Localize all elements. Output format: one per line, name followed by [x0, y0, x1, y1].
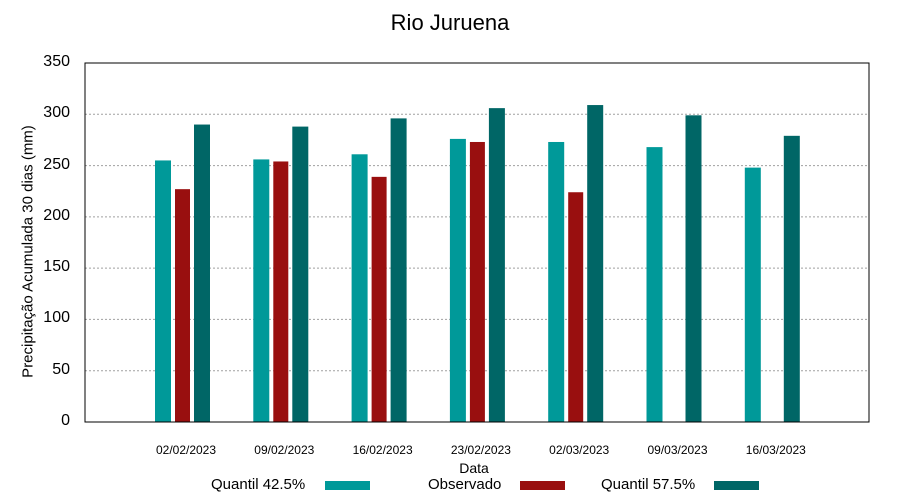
axis-frame — [84, 62, 870, 423]
chart-title: Rio Juruena — [390, 10, 510, 35]
x-tick-label: 23/02/2023 — [450, 443, 511, 457]
bar — [175, 189, 190, 422]
x-tick-label: 09/02/2023 — [254, 443, 315, 457]
x-axis-label: Data — [459, 460, 489, 476]
y-tick-label: 350 — [43, 53, 70, 70]
y-tick-label: 50 — [52, 360, 70, 378]
bar — [351, 154, 368, 422]
y-tick-label: 150 — [43, 258, 70, 276]
legend-swatch-q575 — [714, 481, 759, 490]
x-tick-label: 02/03/2023 — [549, 443, 610, 457]
bar — [646, 147, 663, 422]
x-tick-label: 09/03/2023 — [647, 443, 708, 457]
bar — [194, 124, 210, 423]
bar — [449, 138, 466, 422]
legend-label-observado: Observado — [428, 476, 502, 493]
bar — [548, 141, 565, 423]
legend-swatch-observado — [520, 481, 565, 490]
y-tick-label: 200 — [43, 206, 70, 224]
bar — [155, 160, 171, 422]
x-tick-label: 02/02/2023 — [155, 443, 217, 457]
bar — [253, 159, 270, 422]
y-tick-label: 250 — [43, 155, 70, 173]
bar — [783, 135, 800, 422]
bar — [685, 115, 702, 422]
y-tick-label: 100 — [43, 309, 70, 327]
x-tick-label: 16/03/2023 — [745, 443, 806, 457]
bar — [744, 167, 761, 422]
bar — [469, 141, 485, 423]
bar — [488, 108, 505, 422]
bar — [371, 176, 387, 422]
bar — [273, 161, 289, 422]
bar — [292, 126, 309, 422]
legend-label-q425: Quantil 42.5% — [211, 476, 306, 493]
legend-swatch-q425 — [325, 481, 370, 490]
legend-label-q575: Quantil 57.5% — [601, 476, 696, 493]
bar — [390, 118, 407, 422]
x-tick-label: 16/02/2023 — [352, 443, 413, 457]
y-tick-label: 0 — [61, 412, 70, 429]
y-tick-label: 300 — [43, 104, 70, 122]
bar — [587, 105, 604, 422]
bar — [568, 192, 584, 422]
